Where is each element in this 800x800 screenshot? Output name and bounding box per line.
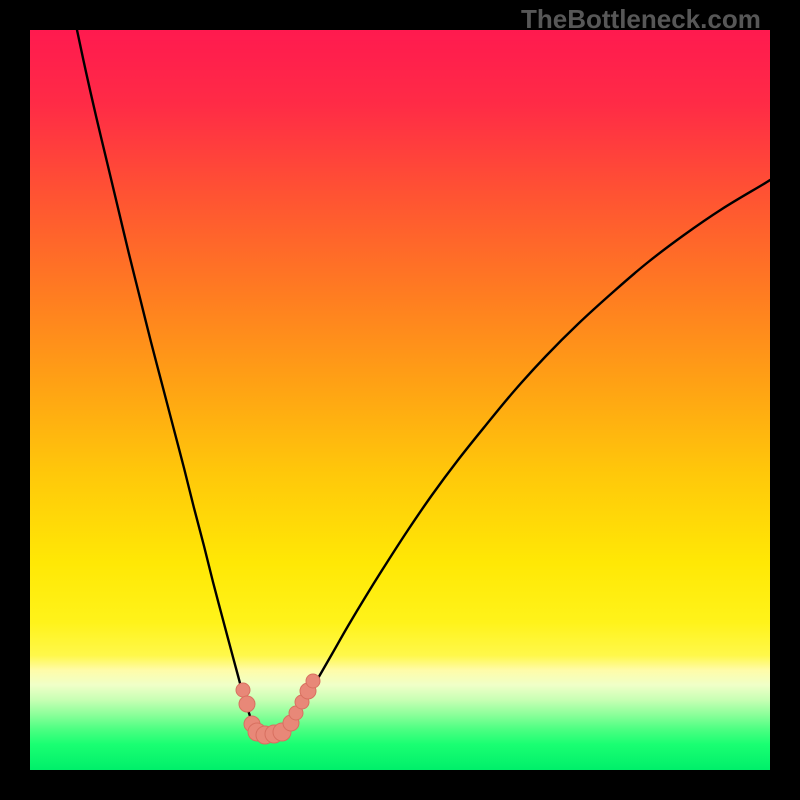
data-marker (236, 683, 250, 697)
watermark-text: TheBottleneck.com (521, 4, 761, 35)
data-marker (306, 674, 320, 688)
plot-area (30, 30, 770, 770)
data-marker (239, 696, 255, 712)
chart-svg (30, 30, 770, 770)
gradient-background (30, 30, 770, 770)
